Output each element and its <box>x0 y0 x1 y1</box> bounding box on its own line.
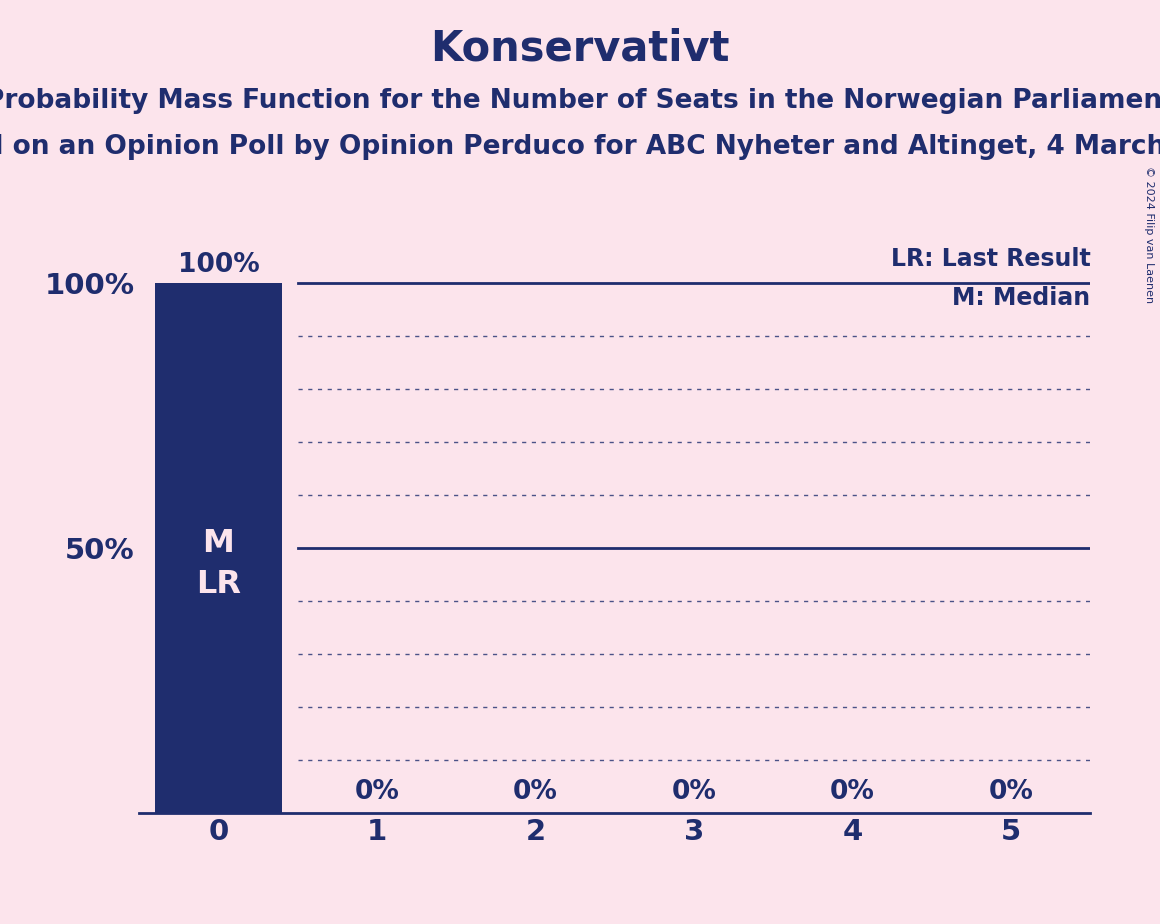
Text: © 2024 Filip van Laenen: © 2024 Filip van Laenen <box>1144 166 1154 303</box>
Text: 0%: 0% <box>513 779 558 805</box>
Text: 100%: 100% <box>177 252 260 278</box>
Bar <box>155 283 282 813</box>
Text: 0%: 0% <box>672 779 717 805</box>
Text: Based on an Opinion Poll by Opinion Perduco for ABC Nyheter and Altinget, 4 Marc: Based on an Opinion Poll by Opinion Perd… <box>0 134 1160 160</box>
Text: Konservativt: Konservativt <box>430 28 730 69</box>
Text: LR: Last Result: LR: Last Result <box>891 248 1090 272</box>
Text: M
LR: M LR <box>196 528 241 600</box>
Text: 0%: 0% <box>988 779 1034 805</box>
Text: M: Median: M: Median <box>952 286 1090 310</box>
Text: Probability Mass Function for the Number of Seats in the Norwegian Parliament: Probability Mass Function for the Number… <box>0 88 1160 114</box>
Text: 0%: 0% <box>831 779 875 805</box>
Text: 0%: 0% <box>355 779 399 805</box>
